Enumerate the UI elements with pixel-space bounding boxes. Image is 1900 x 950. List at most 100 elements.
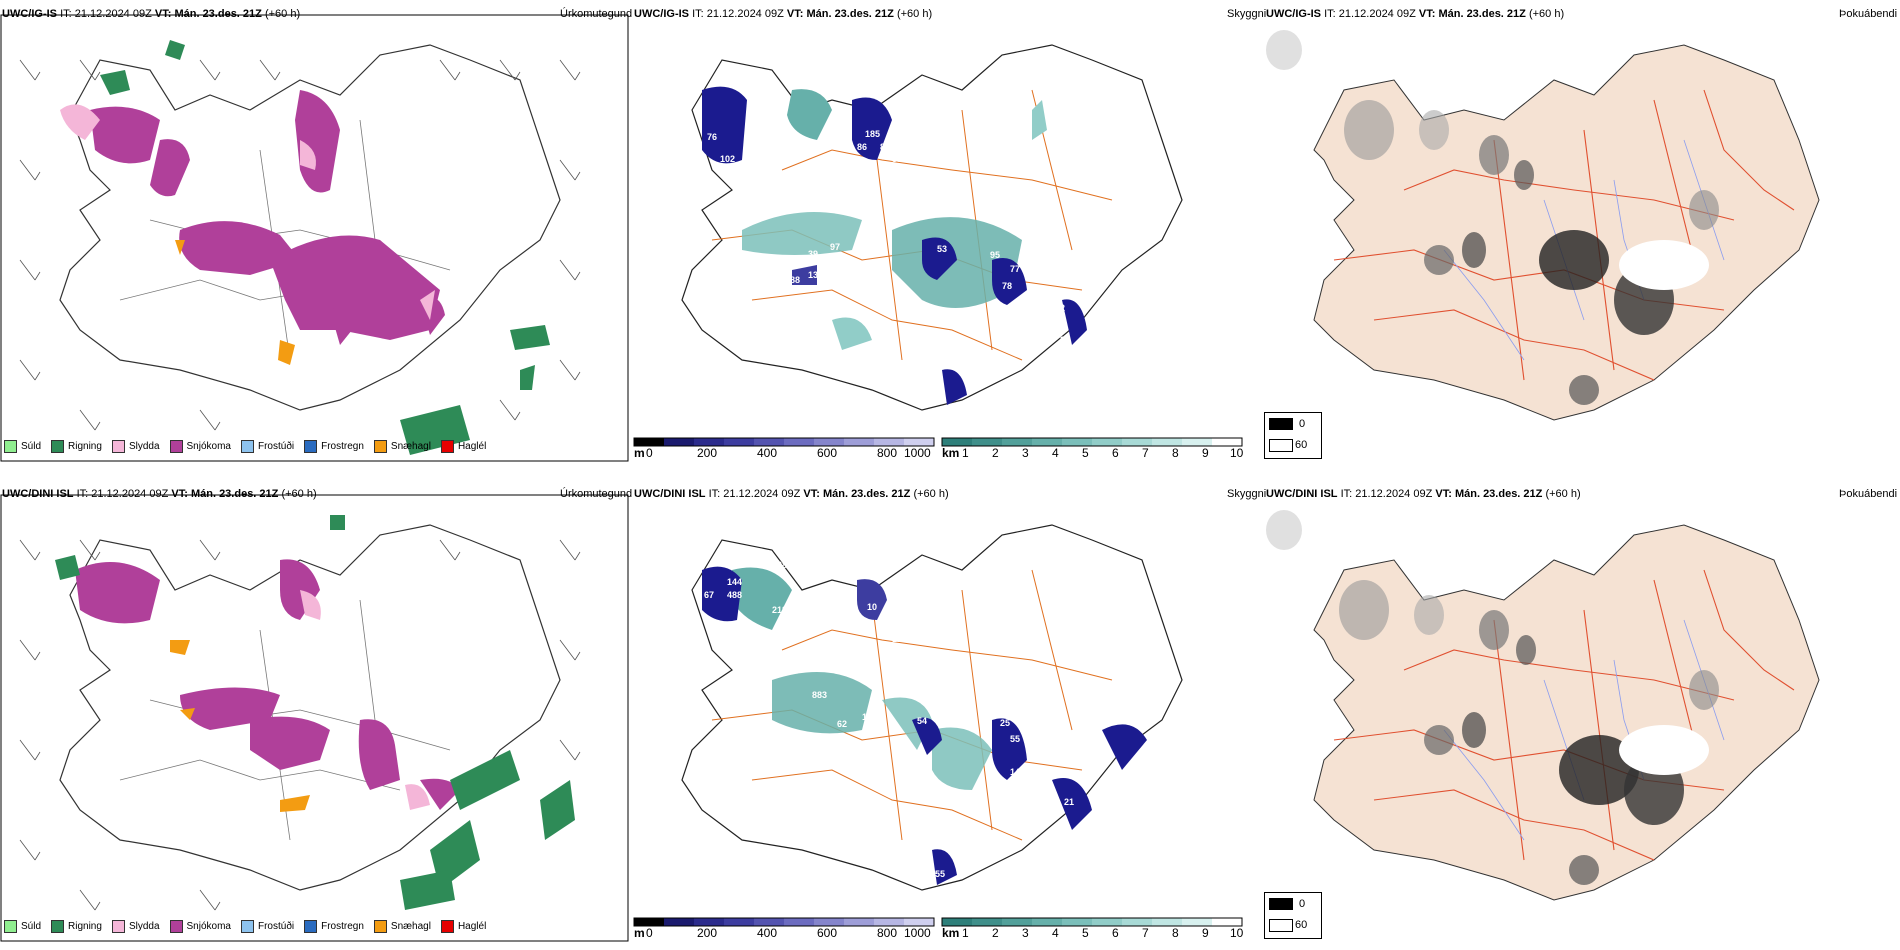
visibility-tick: 3: [1022, 446, 1029, 460]
visibility-tick: 9: [1202, 926, 1209, 940]
fog-legend-swatch-white: [1269, 919, 1293, 932]
ceiling-value: 52: [910, 342, 920, 352]
fog-legend-label: 0: [1299, 418, 1306, 430]
ceiling-tick: 600: [817, 926, 838, 940]
ceiling-value: 787: [930, 347, 945, 357]
row2-fog-header: UWC/DINI ISL IT: 21.12.2024 09Z VT: Mán.…: [1266, 488, 1581, 500]
legend-item: Snjókoma: [169, 440, 231, 453]
ceiling-unit: m: [634, 446, 645, 460]
row2-precip-panel: UWC/DINI ISL IT: 21.12.2024 09Z VT: Mán.…: [0, 480, 633, 942]
ceiling-value: 138: [772, 560, 787, 570]
visibility-unit: km: [942, 926, 960, 940]
ceiling-value: 185: [865, 129, 880, 139]
visibility-colorbar: [941, 437, 1243, 447]
row1-ceiling-panel: 22 76 102 33 185 89 384 86 17 39 97 53 1…: [632, 0, 1266, 462]
legend-item: Haglél: [440, 440, 486, 453]
fog-map: [1266, 30, 1820, 421]
ceiling-value: 88: [790, 275, 800, 285]
ceiling-tick: 0: [646, 446, 653, 460]
ceiling-colorbar: [633, 917, 935, 927]
visibility-tick: 2: [992, 926, 999, 940]
visibility-tick: 10: [1230, 446, 1244, 460]
ceiling-value: 10: [867, 602, 877, 612]
visibility-tick: 10: [1230, 926, 1244, 940]
visibility-tick: 3: [1022, 926, 1029, 940]
visibility-tick: 8: [1172, 446, 1179, 460]
ceiling-value: 140: [1010, 767, 1025, 777]
legend-item: Súld: [4, 920, 41, 933]
ceiling-value: 33: [780, 142, 790, 152]
visibility-tick: 6: [1112, 926, 1119, 940]
ceiling-value: 488: [727, 590, 742, 600]
ceiling-value: 88: [824, 742, 834, 752]
ceiling-value: 89: [880, 142, 890, 152]
row2-ceiling-panel: 138 144 488 67 218 10 3 12 883 137 62 54…: [632, 480, 1266, 942]
legend-item: Rigning: [51, 440, 102, 453]
ceiling-value: 77: [1010, 264, 1020, 274]
ceiling-value: 52: [935, 387, 945, 397]
legend-item: Snæhagl: [373, 920, 431, 933]
legend-item: Frostregn: [304, 440, 364, 453]
row2-fog-panel: UWC/DINI ISL IT: 21.12.2024 09Z VT: Mán.…: [1264, 480, 1900, 942]
row2-ceiling-title: Skyggni: [1227, 488, 1267, 500]
ceiling-value: 3: [877, 617, 882, 627]
visibility-colorbar: [941, 917, 1243, 927]
legend-item: Slydda: [111, 920, 160, 933]
ceiling-value: 102: [1050, 303, 1065, 313]
ceiling-tick: 200: [697, 446, 718, 460]
row1-fog-panel: UWC/IG-IS IT: 21.12.2024 09Z VT: Mán. 23…: [1264, 0, 1900, 462]
row2-ceiling-header: UWC/DINI ISL IT: 21.12.2024 09Z VT: Mán.…: [634, 488, 949, 500]
visibility-tick: 7: [1142, 446, 1149, 460]
ceiling-value: 172: [842, 738, 857, 748]
visibility-tick: 4: [1052, 926, 1059, 940]
ceiling-value: 95: [990, 250, 1000, 260]
precip-map: [0, 494, 629, 942]
row1-fog-header: UWC/IG-IS IT: 21.12.2024 09Z VT: Mán. 23…: [1266, 8, 1565, 20]
visibility-tick: 5: [1082, 926, 1089, 940]
ceiling-tick: 1000: [904, 446, 931, 460]
ceiling-value: 70: [912, 384, 922, 394]
ceiling-tick: 200: [697, 926, 718, 940]
ceiling-value: 55: [935, 869, 945, 879]
ceiling-value-labels: 138 144 488 67 218 10 3 12 883 137 62 54…: [704, 560, 1074, 879]
visibility-tick: 6: [1112, 446, 1119, 460]
ceiling-value: 76: [707, 132, 717, 142]
legend-item: Haglél: [440, 920, 486, 933]
ceiling-tick: 800: [877, 926, 898, 940]
row1-precip-title: Úrkomutegund: [560, 8, 633, 20]
visibility-tick: 2: [992, 446, 999, 460]
fog-legend-swatch-black: [1269, 898, 1293, 910]
ceiling-value: 71: [857, 265, 867, 275]
ceiling-value: 62: [837, 719, 847, 729]
ceiling-value: 86: [857, 142, 867, 152]
fog-legend-swatch-black: [1269, 418, 1293, 430]
ceiling-tick: 400: [757, 926, 778, 940]
row2-precip-legend: Súld Rigning Slydda Snjókoma Frostúði Fr…: [4, 920, 496, 933]
row2-precip-header: UWC/DINI ISL IT: 21.12.2024 09Z VT: Mán.…: [2, 488, 317, 500]
ceiling-tick: 1000: [904, 926, 931, 940]
ceiling-unit: m: [634, 926, 645, 940]
ceiling-value: 17: [894, 189, 904, 199]
row2-precip-title: Úrkomutegund: [560, 488, 633, 500]
ceiling-value: 144: [727, 577, 742, 587]
ceiling-value: 102: [720, 154, 735, 164]
visibility-tick: 5: [1082, 446, 1089, 460]
fog-legend-label: 60: [1295, 919, 1308, 931]
ceiling-tick: 0: [646, 926, 653, 940]
visibility-tick: 1: [962, 926, 969, 940]
ceiling-value: 53: [937, 244, 947, 254]
ceiling-value: 883: [812, 690, 827, 700]
fog-legend-label: 60: [1295, 439, 1308, 451]
fog-legend-label: 0: [1299, 898, 1306, 910]
fog-legend-swatch-white: [1269, 439, 1293, 452]
ceiling-tick: 400: [757, 446, 778, 460]
ceiling-value: 22: [772, 84, 782, 94]
legend-item: Slydda: [111, 440, 160, 453]
ceiling-value: 97: [830, 242, 840, 252]
ceiling-value: 67: [704, 590, 714, 600]
ceiling-value: 134: [808, 270, 823, 280]
visibility-tick: 1: [962, 446, 969, 460]
row1-precip-panel: UWC/IG-IS IT: 21.12.2024 09Z VT: Mán. 23…: [0, 0, 633, 462]
legend-item: Súld: [4, 440, 41, 453]
row1-fog-title: Þokuábendi: [1839, 8, 1898, 20]
